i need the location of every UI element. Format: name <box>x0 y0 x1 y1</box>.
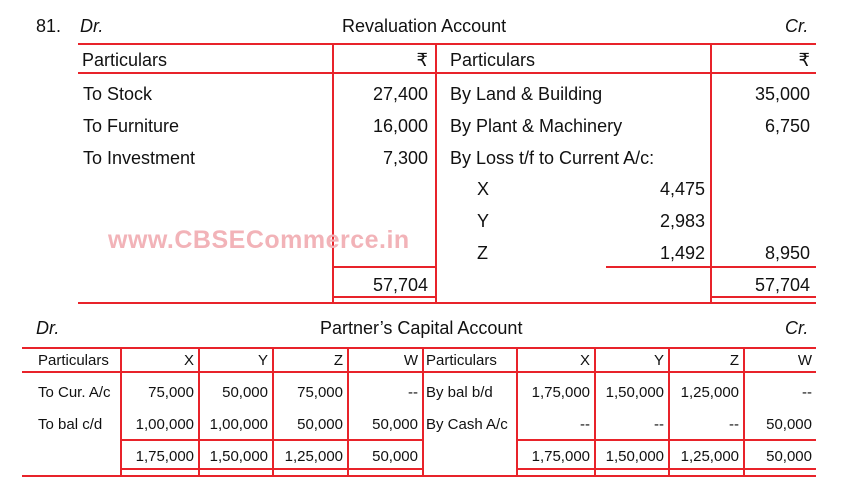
credit-amount: 35,000 <box>754 84 810 104</box>
header-particulars-left: Particulars <box>82 50 168 70</box>
debit-amount: 16,000 <box>372 116 428 136</box>
loss-partner: X <box>477 179 490 199</box>
column-header: Y <box>257 352 268 369</box>
column-header: Z <box>729 352 739 369</box>
question-number: 81. <box>36 16 62 36</box>
column-header: W <box>403 352 418 369</box>
column-header: Particulars <box>38 352 109 369</box>
total-cell: 1,75,000 <box>135 448 194 465</box>
loss-amount: 2,983 <box>659 211 705 231</box>
table-cell: 1,00,000 <box>135 416 194 433</box>
credit-label: By Plant & Machinery <box>450 116 623 136</box>
table-cell: To Cur. A/c <box>38 384 111 401</box>
table-cell: By Cash A/c <box>426 416 508 433</box>
table-cell: 1,25,000 <box>680 384 739 401</box>
total-cell: 1,25,000 <box>680 448 739 465</box>
debit-label: To Stock <box>83 84 153 104</box>
header-rupee-right: ₹ <box>798 50 810 70</box>
table-cell: To bal c/d <box>38 416 103 433</box>
column-header: Y <box>653 352 664 369</box>
debit-amount: 7,300 <box>382 148 428 168</box>
loss-partner: Y <box>477 211 490 231</box>
table-cell: -- <box>802 384 812 401</box>
header-particulars-right: Particulars <box>450 50 536 70</box>
total-debit: 57,704 <box>372 275 428 295</box>
column-header: Particulars <box>426 352 497 369</box>
table-cell: 50,000 <box>222 384 268 401</box>
revaluation-dr: Dr. <box>80 16 104 36</box>
table-cell: -- <box>408 384 418 401</box>
revaluation-title: Revaluation Account <box>342 16 507 36</box>
debit-label: To Investment <box>83 148 196 168</box>
total-cell: 1,25,000 <box>284 448 343 465</box>
credit-label: By Land & Building <box>450 84 603 104</box>
total-cell: 1,50,000 <box>605 448 664 465</box>
table-cell: 75,000 <box>148 384 194 401</box>
table-cell: 1,50,000 <box>605 384 664 401</box>
loss-partner: Z <box>477 243 488 263</box>
total-cell: 50,000 <box>766 448 812 465</box>
loss-amount: 1,492 <box>659 243 705 263</box>
table-cell: 1,75,000 <box>531 384 590 401</box>
table-cell: 50,000 <box>297 416 343 433</box>
table-cell: -- <box>654 416 664 433</box>
table-cell: 1,00,000 <box>209 416 268 433</box>
loss-amount: 4,475 <box>659 179 705 199</box>
loss-total: 8,950 <box>764 243 810 263</box>
table-cell: -- <box>580 416 590 433</box>
revaluation-cr: Cr. <box>785 16 809 36</box>
capital-dr: Dr. <box>36 318 60 338</box>
debit-label: To Furniture <box>83 116 180 136</box>
column-header: X <box>579 352 590 369</box>
column-header: Z <box>333 352 343 369</box>
total-credit: 57,704 <box>754 275 810 295</box>
table-cell: By bal b/d <box>426 384 493 401</box>
capital-title: Partner’s Capital Account <box>320 318 523 338</box>
total-cell: 1,50,000 <box>209 448 268 465</box>
table-cell: 50,000 <box>766 416 812 433</box>
column-header: X <box>183 352 194 369</box>
total-cell: 50,000 <box>372 448 418 465</box>
table-cell: 75,000 <box>297 384 343 401</box>
credit-label: By Loss t/f to Current A/c: <box>450 148 655 168</box>
credit-amount: 6,750 <box>764 116 810 136</box>
watermark: www.CBSECommerce.in <box>108 226 410 254</box>
total-cell: 1,75,000 <box>531 448 590 465</box>
capital-cr: Cr. <box>785 318 809 338</box>
table-cell: -- <box>729 416 739 433</box>
column-header: W <box>797 352 812 369</box>
header-rupee-left: ₹ <box>416 50 428 70</box>
debit-amount: 27,400 <box>372 84 428 104</box>
table-cell: 50,000 <box>372 416 418 433</box>
